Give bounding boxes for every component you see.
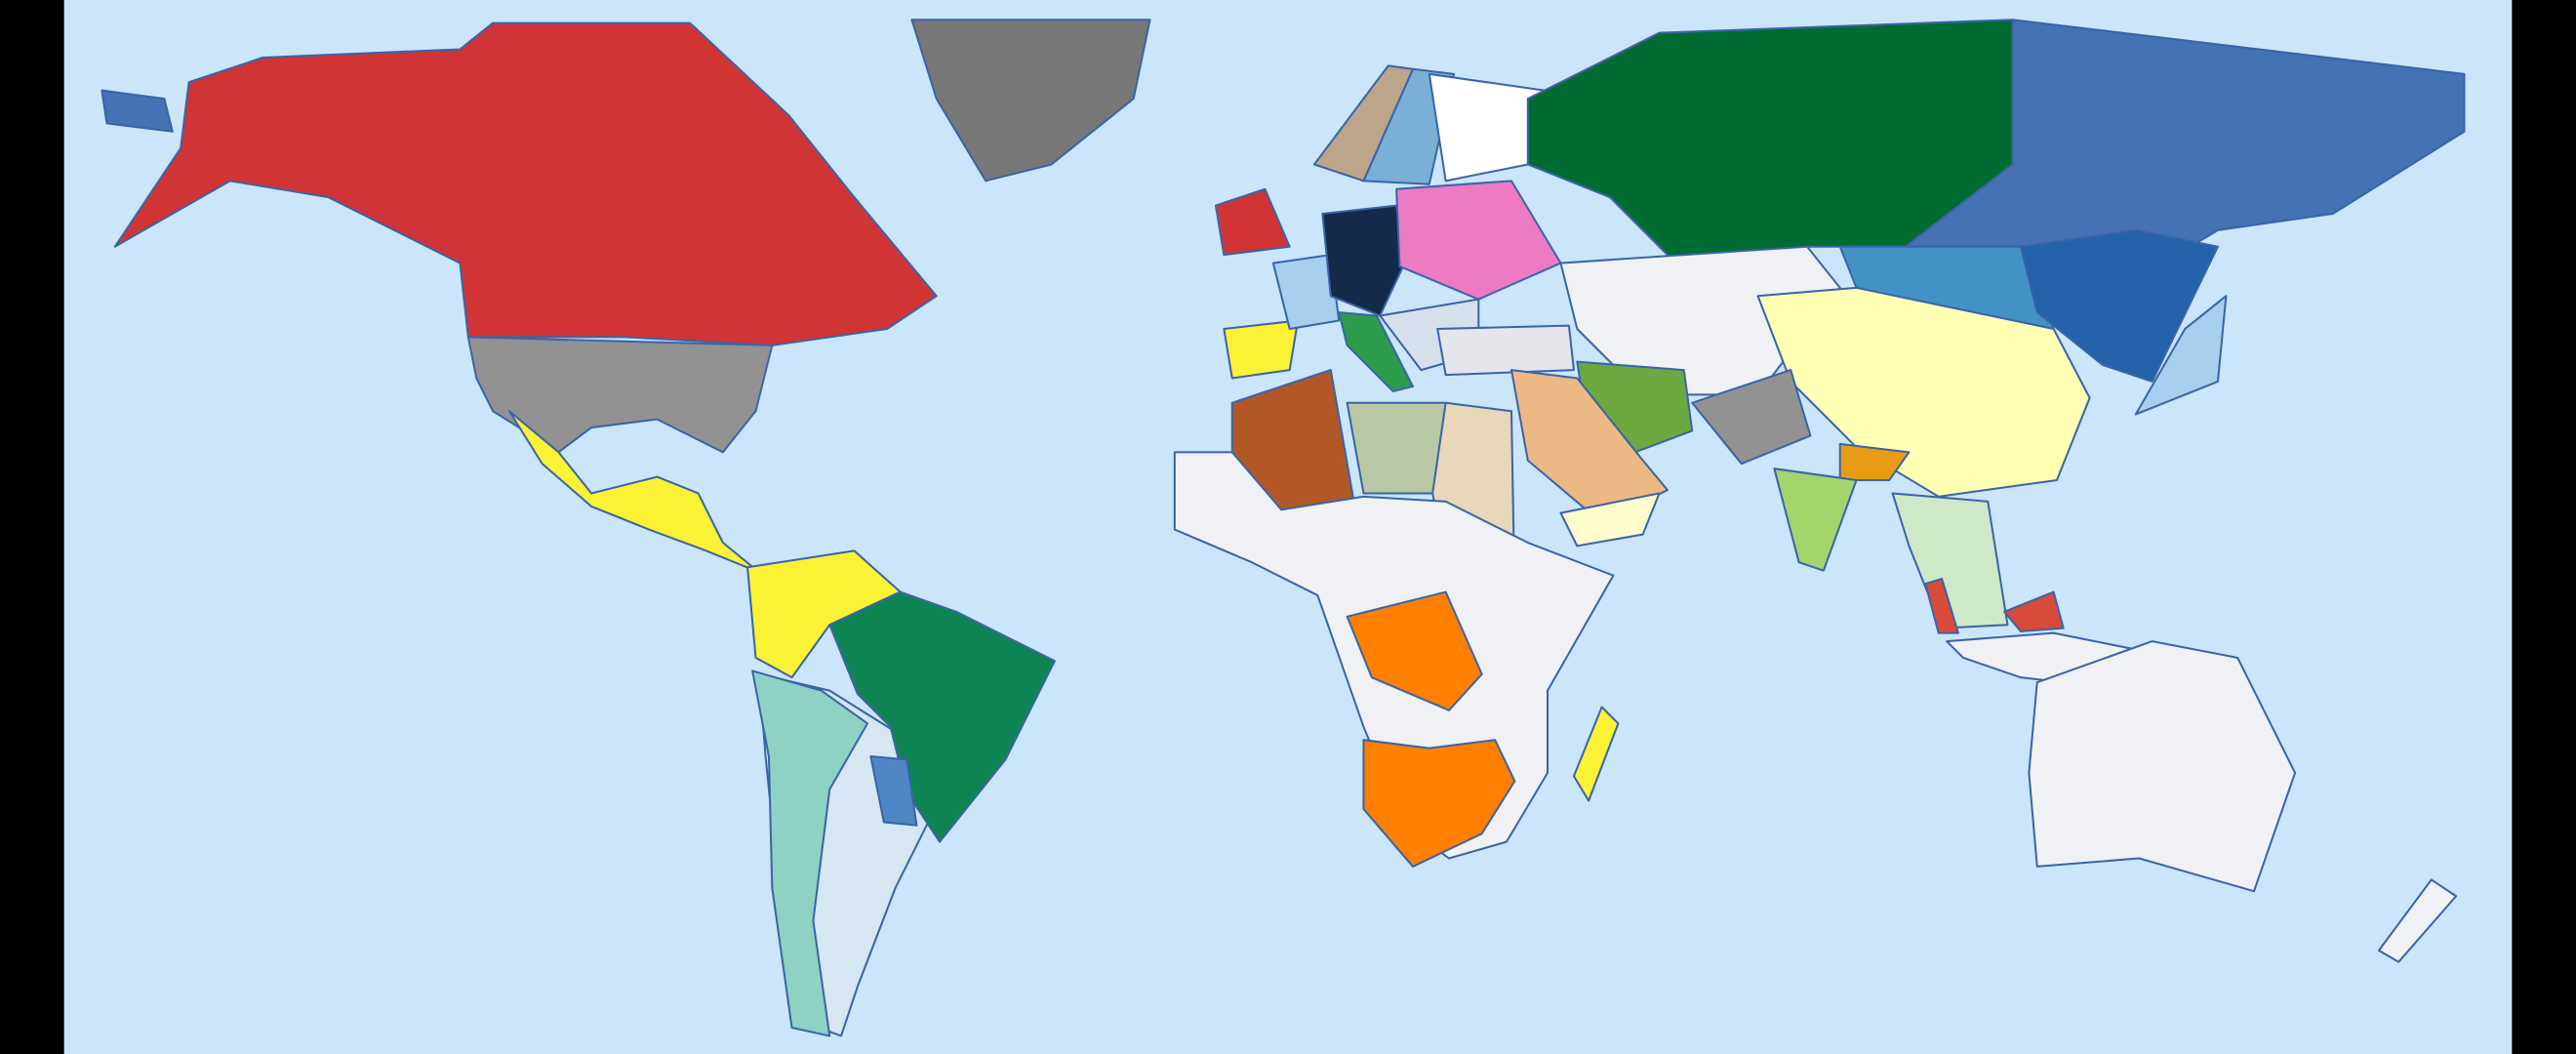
region-afghanistan-pakistan[interactable] [1691, 369, 1812, 466]
region-paraguay[interactable] [869, 755, 918, 827]
regions-layer [101, 19, 2466, 1037]
region-poland-ukraine[interactable] [1395, 180, 1562, 301]
region-southern-africa[interactable] [1362, 739, 1516, 868]
region-anatolia[interactable] [1436, 324, 1575, 377]
region-manchuria[interactable] [2019, 228, 2219, 383]
region-mexico-central-america[interactable] [507, 410, 760, 574]
region-malaya[interactable] [1924, 578, 1959, 634]
region-greenland[interactable] [910, 19, 1151, 182]
region-alaska-west[interactable] [101, 89, 174, 133]
region-italy[interactable] [1338, 311, 1414, 393]
region-british-isles[interactable] [1214, 187, 1291, 257]
region-france[interactable] [1271, 254, 1341, 330]
region-bengal[interactable] [1838, 442, 1911, 481]
region-madagascar[interactable] [1572, 706, 1620, 802]
region-brazil[interactable] [828, 590, 1056, 843]
region-andes-west[interactable] [751, 669, 868, 1037]
region-new-zealand[interactable] [2377, 878, 2458, 963]
region-north-america-north[interactable] [113, 21, 938, 346]
region-borneo-north[interactable] [2003, 590, 2065, 632]
region-australia[interactable] [2028, 640, 2297, 893]
left-black-bar [0, 0, 64, 1054]
region-japan[interactable] [2134, 295, 2228, 416]
region-congo[interactable] [1346, 590, 1483, 711]
region-china[interactable] [1756, 286, 2091, 498]
region-indochina[interactable] [1891, 492, 2009, 629]
region-central-europe[interactable] [1321, 204, 1406, 317]
region-arabia[interactable] [1509, 369, 1669, 524]
right-black-bar [2512, 0, 2576, 1054]
region-united-states[interactable] [466, 336, 774, 454]
region-india[interactable] [1773, 467, 1858, 572]
region-iberia[interactable] [1223, 319, 1300, 380]
region-norway[interactable] [1312, 64, 1414, 182]
region-yemen[interactable] [1559, 492, 1661, 547]
